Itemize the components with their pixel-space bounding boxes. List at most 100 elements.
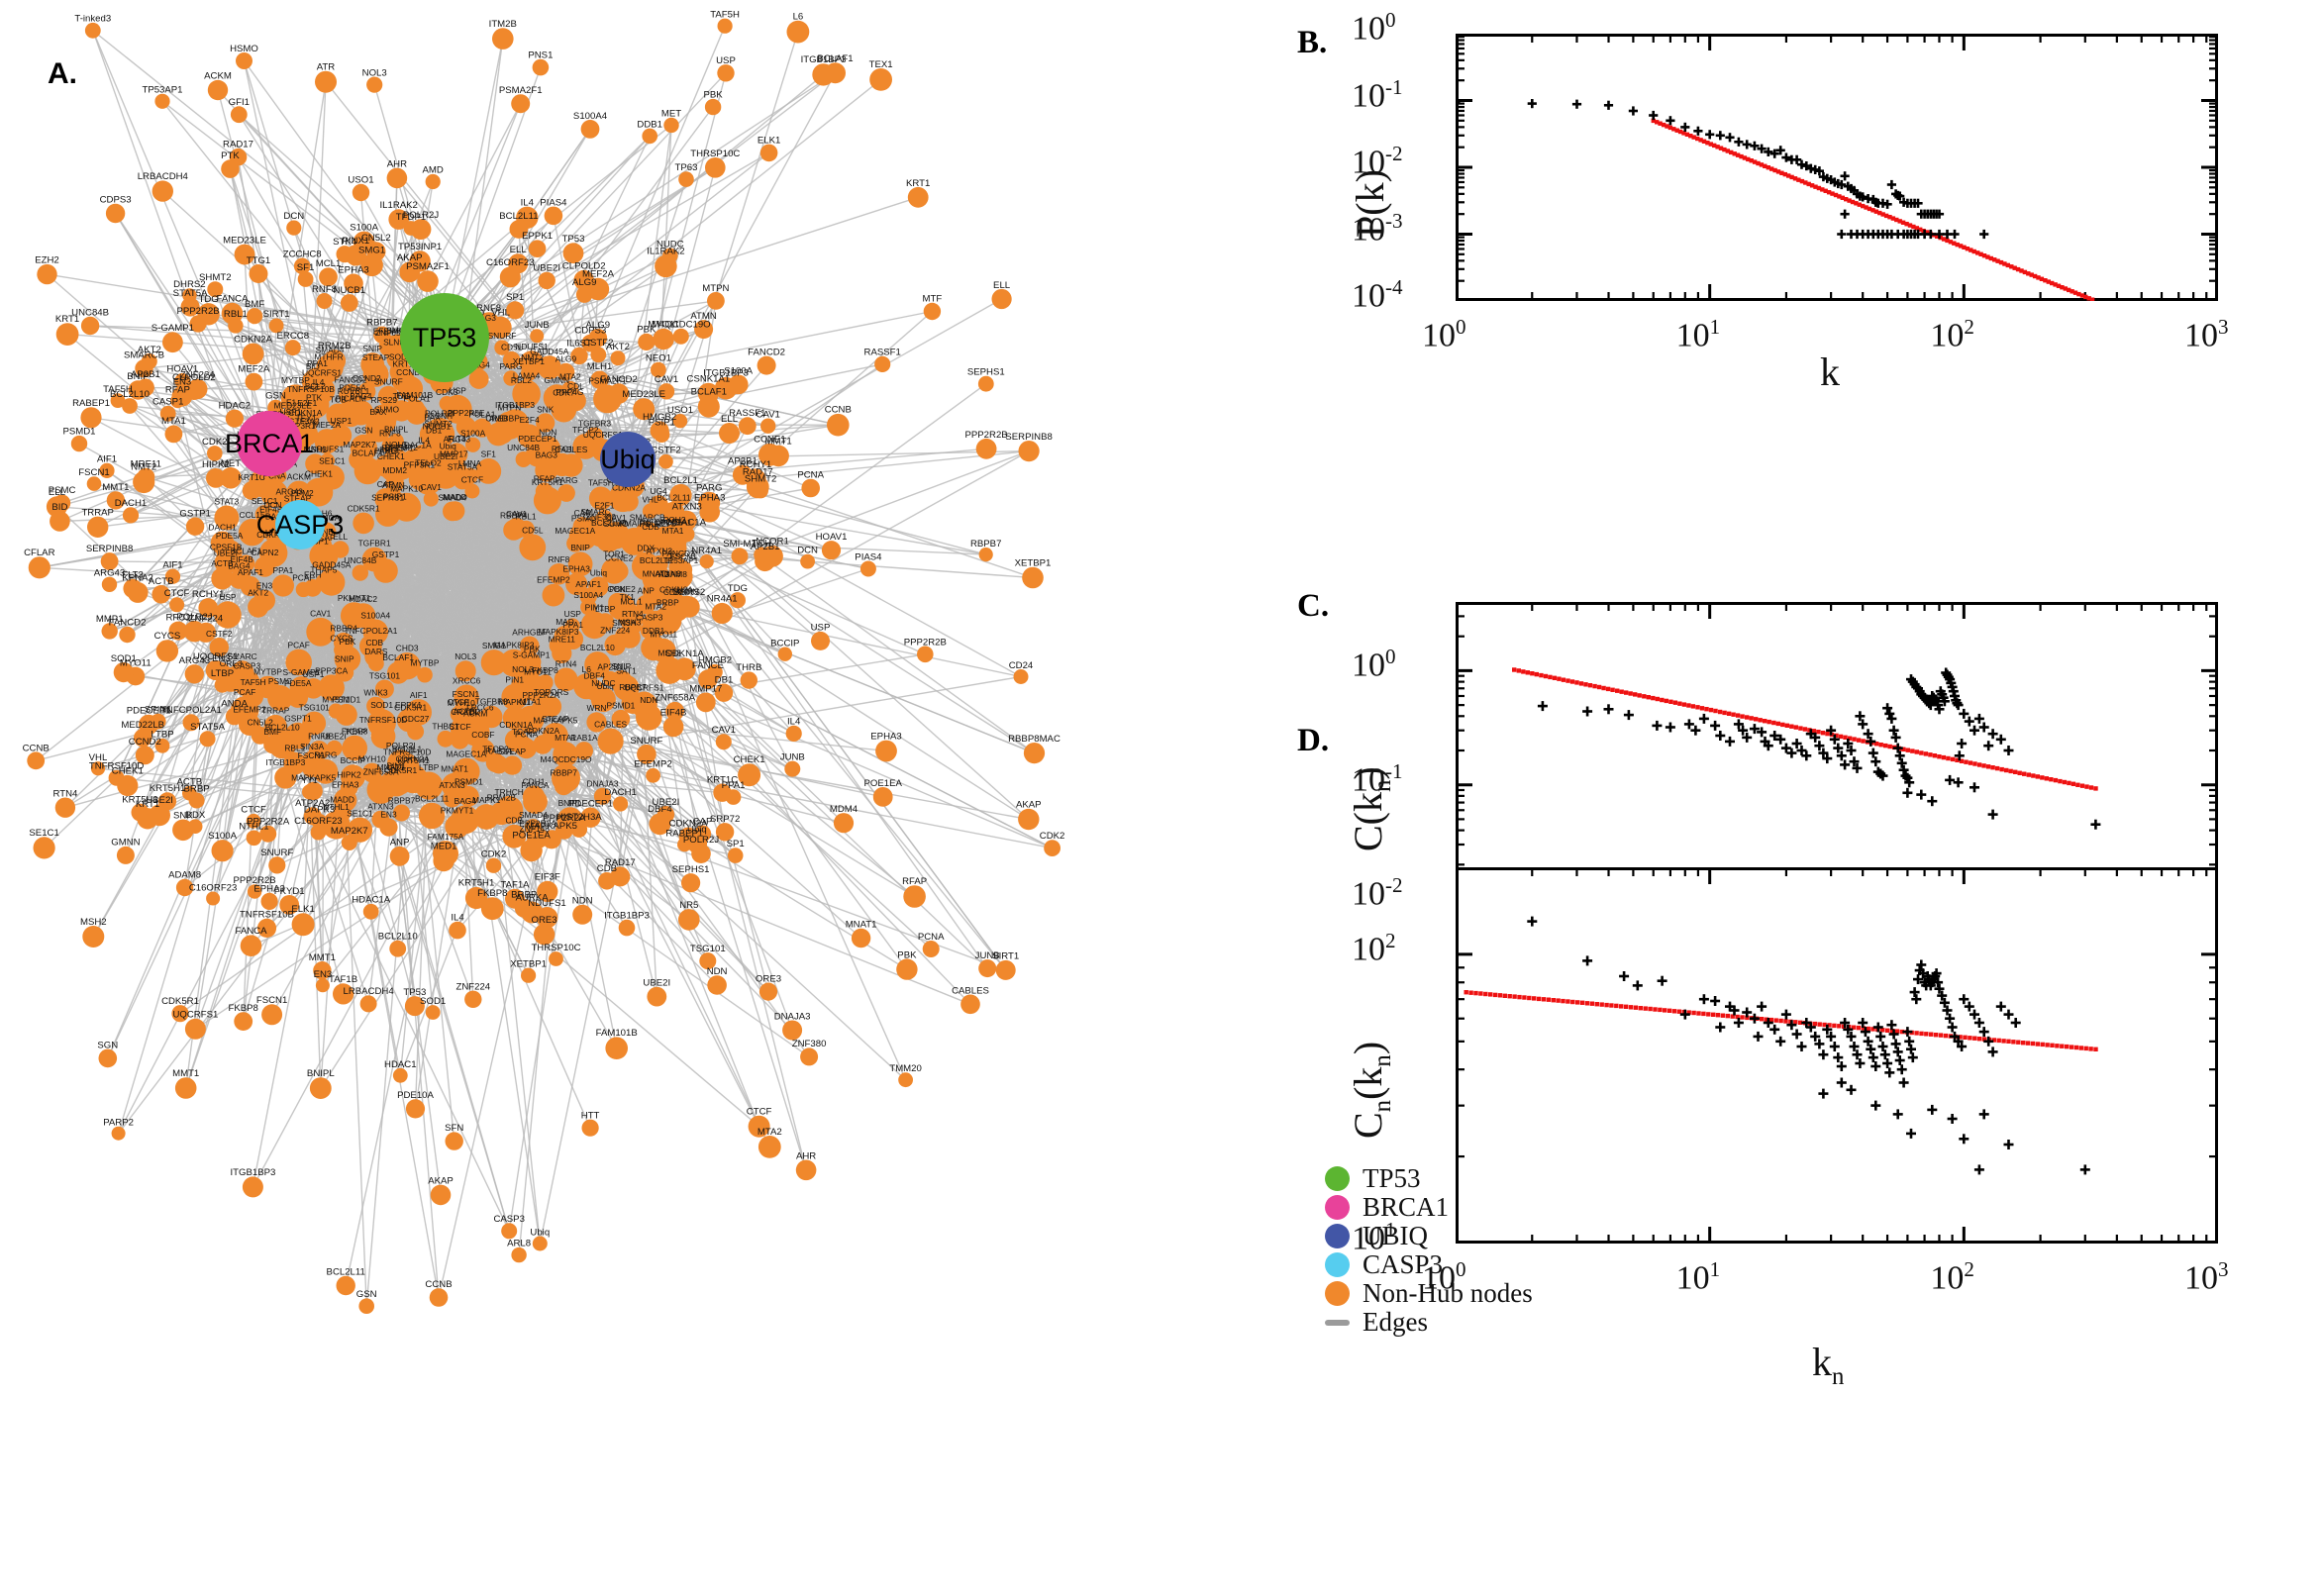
panel-c: C. C(kn) 100 10-1 10-2 bbox=[1287, 396, 2323, 912]
svg-text:DDB1: DDB1 bbox=[637, 119, 662, 130]
svg-text:ITGB1BP3: ITGB1BP3 bbox=[230, 1167, 275, 1178]
svg-text:APAF1: APAF1 bbox=[575, 579, 601, 589]
svg-text:MMT1: MMT1 bbox=[765, 436, 792, 447]
legend-label-casp3: CASP3 bbox=[1363, 1249, 1444, 1279]
svg-text:CDK2: CDK2 bbox=[202, 437, 228, 448]
panel-b-ytick-2: 10-2 bbox=[1352, 142, 1403, 181]
svg-text:BCLAF1: BCLAF1 bbox=[691, 387, 727, 398]
svg-text:PSMD1: PSMD1 bbox=[606, 701, 635, 711]
svg-text:BNIPL: BNIPL bbox=[558, 798, 583, 808]
svg-text:S100A4: S100A4 bbox=[573, 111, 608, 122]
svg-text:CABLES: CABLES bbox=[594, 719, 627, 729]
legend-label-edges: Edges bbox=[1363, 1307, 1428, 1337]
svg-text:XRCC6: XRCC6 bbox=[453, 675, 481, 685]
svg-text:AIF1: AIF1 bbox=[410, 690, 428, 700]
svg-text:BCL2L11: BCL2L11 bbox=[327, 1267, 365, 1278]
panel-b-ytick-4: 10-4 bbox=[1352, 275, 1403, 315]
legend-swatch-edges bbox=[1325, 1319, 1350, 1326]
svg-text:TAF5H: TAF5H bbox=[710, 9, 740, 20]
panel-b-plot-frame bbox=[1456, 34, 2218, 301]
svg-text:AMD: AMD bbox=[423, 165, 444, 176]
svg-text:SNURF: SNURF bbox=[260, 848, 293, 858]
panel-b-xtick-3: 103 bbox=[2184, 315, 2229, 354]
svg-text:MED23LE: MED23LE bbox=[622, 389, 665, 400]
panel-d-xtick-1: 101 bbox=[1675, 1257, 1721, 1297]
svg-text:JUNB: JUNB bbox=[525, 320, 550, 331]
panel-d-xtick-0: 100 bbox=[1422, 1257, 1466, 1297]
svg-text:PPP2R2B: PPP2R2B bbox=[176, 306, 219, 317]
legend-swatch-casp3 bbox=[1325, 1252, 1350, 1277]
svg-text:EZH2: EZH2 bbox=[35, 255, 59, 266]
svg-text:MDM4: MDM4 bbox=[830, 804, 858, 815]
network-node-labels: ARG43NUCB1PIM1PSMCTRRAPSFNPCNABAG3CCNE1H… bbox=[23, 9, 1065, 1300]
svg-text:CTCF: CTCF bbox=[461, 474, 483, 484]
svg-text:RTN4: RTN4 bbox=[556, 658, 577, 668]
svg-text:RRM2B: RRM2B bbox=[318, 341, 352, 351]
svg-text:PBK: PBK bbox=[703, 90, 723, 101]
svg-text:TGFBR1: TGFBR1 bbox=[358, 539, 391, 549]
panel-d-xtick-2: 102 bbox=[1930, 1257, 1974, 1297]
svg-text:SF1: SF1 bbox=[297, 262, 315, 273]
svg-text:PCNA: PCNA bbox=[797, 470, 824, 481]
svg-text:PPP2R2B: PPP2R2B bbox=[904, 637, 947, 648]
svg-text:RABEP1: RABEP1 bbox=[72, 398, 110, 409]
svg-text:NOL3: NOL3 bbox=[454, 651, 476, 661]
legend-swatch-brca1 bbox=[1325, 1195, 1350, 1220]
legend-item-casp3: CASP3 bbox=[1325, 1249, 1553, 1279]
svg-text:WNK3: WNK3 bbox=[363, 688, 388, 698]
svg-text:S-GAMP1: S-GAMP1 bbox=[152, 323, 194, 334]
svg-text:L6: L6 bbox=[793, 12, 804, 23]
legend-item-edges: Edges bbox=[1325, 1307, 1553, 1337]
svg-text:MTPN: MTPN bbox=[498, 402, 522, 412]
panel-a-label: A. bbox=[48, 57, 77, 90]
panel-a-network: A. ARG43 NUCB1 PIM1 PSMC TRRAP SFN PCNA BAG3 CCN… bbox=[23, 9, 1065, 1314]
panel-b-ytick-3: 10-3 bbox=[1352, 208, 1403, 248]
svg-text:ORE3: ORE3 bbox=[532, 915, 557, 926]
svg-text:CDPS3: CDPS3 bbox=[100, 195, 132, 206]
svg-text:ELK1: ELK1 bbox=[291, 904, 314, 915]
svg-text:RBPB7: RBPB7 bbox=[970, 539, 1001, 549]
svg-text:SGN: SGN bbox=[97, 1041, 118, 1051]
svg-text:SE1C1: SE1C1 bbox=[29, 828, 58, 839]
svg-text:TP53: TP53 bbox=[562, 234, 585, 245]
legend-swatch-tp53 bbox=[1325, 1166, 1350, 1191]
svg-text:DDX: DDX bbox=[185, 810, 206, 821]
svg-text:EPPK1: EPPK1 bbox=[522, 231, 553, 242]
legend-label-ubiq: UBIQ bbox=[1363, 1221, 1428, 1250]
svg-text:AHR: AHR bbox=[387, 158, 407, 169]
svg-text:XETBP1: XETBP1 bbox=[510, 958, 547, 969]
svg-text:HDAC1A: HDAC1A bbox=[352, 895, 391, 906]
panel-c-ytick-1: 10-1 bbox=[1352, 758, 1403, 799]
panel-d-canvas bbox=[1456, 867, 2218, 1244]
svg-text:PBK: PBK bbox=[524, 644, 541, 653]
svg-text:PFP3R1: PFP3R1 bbox=[404, 459, 436, 469]
svg-text:HSMO: HSMO bbox=[230, 44, 258, 54]
svg-text:SP1: SP1 bbox=[506, 292, 524, 303]
svg-text:MAGEC1A: MAGEC1A bbox=[555, 526, 595, 536]
panel-d-xaxis-title: kn bbox=[1812, 1340, 1845, 1390]
panel-b-canvas bbox=[1456, 34, 2218, 301]
svg-text:NEO1: NEO1 bbox=[646, 353, 671, 364]
svg-text:Ubiq: Ubiq bbox=[530, 1227, 550, 1238]
svg-text:SNK: SNK bbox=[537, 404, 555, 414]
legend-item-ubiq: UBIQ bbox=[1325, 1221, 1553, 1250]
panel-c-ytick-2: 10-2 bbox=[1352, 873, 1403, 913]
panel-c-canvas bbox=[1456, 602, 2218, 899]
svg-text:PDE10A: PDE10A bbox=[397, 1090, 434, 1101]
svg-text:TRHCH: TRHCH bbox=[495, 787, 524, 797]
svg-text:EIF3F: EIF3F bbox=[535, 872, 560, 883]
svg-text:NUCB1: NUCB1 bbox=[334, 285, 366, 296]
legend-item-tp53: TP53 bbox=[1325, 1163, 1553, 1193]
svg-text:PCAF: PCAF bbox=[234, 687, 255, 697]
svg-text:AIF1: AIF1 bbox=[97, 454, 117, 465]
svg-text:IL4: IL4 bbox=[521, 197, 535, 208]
svg-text:CHEK1: CHEK1 bbox=[734, 754, 765, 765]
svg-text:DNAJA3: DNAJA3 bbox=[774, 1011, 811, 1022]
panel-b-xtick-2: 102 bbox=[1930, 315, 1974, 354]
svg-text:ITM2B: ITM2B bbox=[489, 19, 517, 30]
svg-text:HTT: HTT bbox=[581, 1110, 600, 1121]
svg-text:CAV1: CAV1 bbox=[655, 374, 678, 385]
svg-text:CDK5R1: CDK5R1 bbox=[161, 996, 199, 1007]
svg-text:MET: MET bbox=[661, 109, 681, 120]
panel-c-ytick-0: 100 bbox=[1352, 645, 1396, 684]
